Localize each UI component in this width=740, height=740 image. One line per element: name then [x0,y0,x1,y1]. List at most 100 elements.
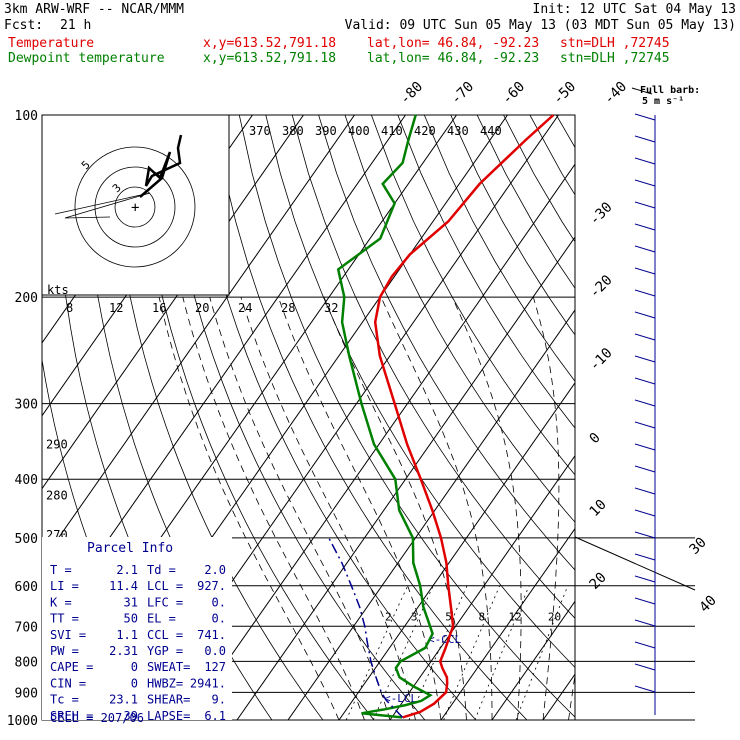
parcel-value: 927. [197,579,226,593]
isotherm-label: -60 [499,79,528,108]
wind-barb [634,113,656,121]
dry-adiabat [344,115,575,523]
isotherm [542,673,575,720]
speed-label: 24 [238,301,252,315]
mixing-ratio-label: 3 [411,610,418,623]
hodograph-unit: kts [47,283,69,297]
wind-barb [634,465,656,473]
wind-barb [634,619,656,627]
mixing-ratio-line [443,585,500,720]
moist-adiabat [568,672,575,720]
frame-diagonal [574,536,696,591]
mixing-ratio-label: 12 [508,610,521,623]
plot-frame [41,114,576,721]
hodograph-ring [94,166,176,248]
temperature-legend: Temperature [8,36,95,51]
isotherm-label: -70 [448,79,477,108]
wind-barb [634,399,656,407]
dry-adiabat [265,115,575,668]
wind-barb [634,421,656,429]
dry-adiabat [609,115,740,720]
parcel-label: LFC = [147,595,183,609]
parcel-label: SWEAT= [147,660,190,674]
wind-barb [634,553,656,561]
mixing-ratio-label: 8 [478,610,485,623]
thetae-label: 410 [381,124,403,138]
wind-barb [634,597,656,605]
valid-time: Valid: 09 UTC Sun 05 May 13 (03 MDT Sun … [344,18,736,33]
mixing-ratio-label: 5 [445,610,452,623]
parcel-value: 2.0 [204,563,226,577]
pressure-tick-label: 300 [15,398,38,413]
parcel-cell: CELL = 207/06 [50,711,144,725]
wind-barb [634,685,656,693]
thetae-label: 400 [348,124,370,138]
forecast-label: Fcst: [4,18,44,33]
pressure-tick-label: 800 [15,655,38,670]
parcel-label: LI = [50,579,79,593]
isotherm-label: -40 [601,79,630,108]
parcel-label: LAPSE= [147,709,190,723]
mixing-ratio-label: 20 [548,610,561,623]
wind-barb [634,663,656,671]
pressure-tick-label: 500 [15,532,38,547]
model-title: 3km ARW-WRF -- NCAR/MMM [4,2,185,17]
parcel-label: TT = [50,612,79,626]
isotherm-label: 0 [587,430,604,447]
wind-barb [634,311,656,319]
lcl-label: <-LCL [384,692,417,705]
dry-adiabat [371,115,575,476]
wind-barb [634,333,656,341]
init-time: Init: 12 UTC Sat 04 May 13 [532,2,737,17]
isotherm [389,454,575,720]
parcel-panel-bg [42,537,232,720]
parcel-value: 0. [212,595,226,609]
parcel-value: 0.0 [204,644,226,658]
moist-adiabat [209,296,391,720]
parcel-value: 9. [212,693,226,707]
wind-barb [634,135,656,143]
parcel-label: CIN = [50,676,86,690]
parcel-label: Tc = [50,693,79,707]
wind-barb [634,179,656,187]
wind-barb [634,641,656,649]
speed-label: 28 [281,301,295,315]
dry-adiabat [636,115,740,720]
parcel-label: CAPE = [50,660,93,674]
parcel-value: 6.1 [204,709,226,723]
barb-key-line1: Full barb: [640,85,700,96]
dry-adiabat [186,115,477,720]
dew-xy: x,y=613.52,791.18 [203,51,337,66]
wind-barb [634,531,656,539]
dewpoint-line [336,114,434,719]
isotherm-label: -50 [550,79,579,108]
pressure-tick-label: 100 [15,109,38,124]
mixing-ratio-label: 2 [385,610,392,623]
parcel-title: Parcel Info [87,541,173,556]
isotherm-label: -80 [397,79,426,108]
parcel-value: 127 [204,660,226,674]
hodograph-trace [139,134,183,198]
parcel-label: K = [50,595,72,609]
pressure-tick-label: 700 [15,620,38,635]
dry-adiabat [212,115,528,720]
speed-label: 12 [109,301,123,315]
speed-label: 20 [195,301,209,315]
wind-barb [634,377,656,385]
theta-label: 280 [46,488,68,502]
parcel-label: T = [50,563,72,577]
parcel-value: 31 [124,595,138,609]
dry-adiabat [291,115,575,619]
parcel-label: PW = [50,644,79,658]
temperature-line [373,114,555,719]
parcel-info-panel: Parcel Info T = 2.1 Td = 2.0 LI = 11.4 LCL = 927… [42,537,232,725]
wind-barb [634,201,656,209]
parcel-value: 2941. [190,676,226,690]
mixing-ratio-lines [345,585,569,720]
isotherm-label: -20 [587,272,616,301]
temp-latlon: lat,lon= 46.84, -92.23 [367,36,540,51]
dry-adiabat [397,115,575,429]
parcel-value: 50 [124,612,138,626]
parcel-label: SHEAR= [147,693,190,707]
